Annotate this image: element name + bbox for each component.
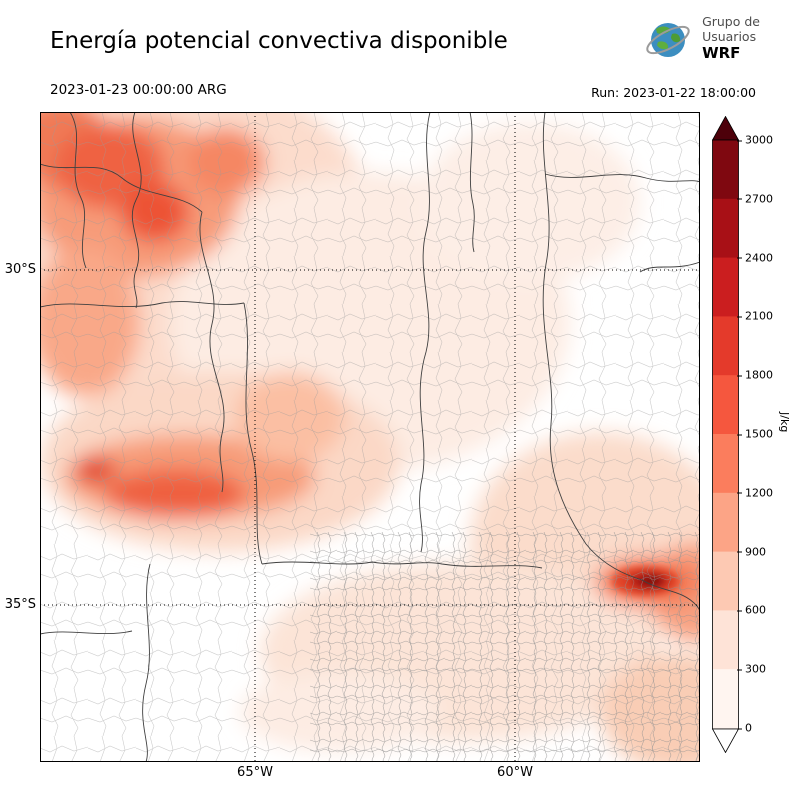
wrf-logo: Grupo de Usuarios WRF [643,14,760,64]
colorbar-tick-label: 300 [737,662,766,676]
lat-label-30s: 30°S [4,262,36,277]
province-borders [40,112,700,762]
colorbar-tick-label: 2100 [737,309,773,323]
colorbar-arrow-up [712,116,739,141]
colorbar-segment [712,610,739,670]
department-mesh-dense [310,532,700,762]
lat-label-35s: 35°S [4,597,36,612]
colorbar-segment [712,551,739,611]
colorbar-tick-label: 1200 [737,486,773,500]
colorbar-segment [712,140,739,200]
colorbar-units-label: J/kg [778,412,791,433]
colorbar-tick-label: 2700 [737,192,773,206]
colorbar-segment [712,198,739,259]
lon-label-65w: 65°W [237,765,273,780]
colorbar-segment [712,316,739,376]
colorbar-segment [712,257,739,317]
colorbar-tick-label: 3000 [737,133,773,147]
lon-label-60w: 60°W [497,765,533,780]
globe-icon [646,23,690,57]
map-border [40,112,700,762]
colorbar-segment [712,669,739,729]
logo-text: Grupo de Usuarios WRF [702,13,760,63]
colorbar-segments [712,140,739,729]
colorbar [712,116,739,753]
colorbar-tick-label: 1500 [737,427,773,441]
colorbar-segment [712,492,739,553]
colorbar-tick-label: 1800 [737,368,773,382]
valid-time-label: 2023-01-23 00:00:00 ARG [50,82,227,98]
colorbar-ticks: 3000 2700 2400 2100 1800 1500 1200 900 600 300 0 [737,134,789,735]
map-canvas [40,112,700,762]
colorbar-arrow-down [712,728,739,753]
logo-line-1: Grupo de [702,13,760,29]
colorbar-tick-label: 900 [737,545,766,559]
colorbar-tick-label: 2400 [737,251,773,265]
gridlines [40,112,700,762]
colorbar-segment [712,434,739,494]
colorbar-tick-label: 600 [737,603,766,617]
run-time-label: Run: 2023-01-22 18:00:00 [591,85,756,100]
page-title: Energía potencial convectiva disponible [50,28,508,54]
logo-line-2: Usuarios [702,28,757,44]
logo-line-3: WRF [702,44,741,63]
colorbar-tick-label: 0 [737,721,752,735]
colorbar-segment [712,375,739,435]
